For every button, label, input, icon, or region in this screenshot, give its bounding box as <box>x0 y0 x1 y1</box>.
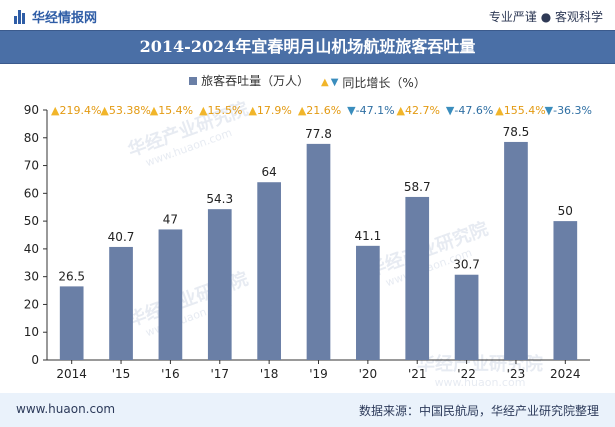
bar <box>257 182 281 360</box>
bar-value-label: 47 <box>163 212 178 226</box>
bar <box>405 196 430 360</box>
x-tick-label: '16 <box>161 367 180 381</box>
growth-value: 155.4% <box>504 104 546 117</box>
bar-value-label: 40.7 <box>108 230 135 244</box>
x-tick-label: '19 <box>309 367 328 381</box>
growth-label: ▼-47.1% <box>347 104 394 117</box>
bar-value-label: 41.1 <box>355 229 382 243</box>
brand-logo: 华经情报网 <box>14 7 97 26</box>
triangle-down-icon: ▼ <box>347 104 356 117</box>
growth-value: -47.6% <box>454 104 493 117</box>
triangle-up-icon: ▲ <box>298 104 307 117</box>
triangle-up-icon: ▲ <box>495 104 504 117</box>
bar <box>158 229 183 360</box>
footer-source: 数据来源：中国民航局，华经产业研究院整理 <box>358 404 599 418</box>
bar-value-label: 30.7 <box>453 258 480 272</box>
x-tick-label: 2024 <box>550 367 581 381</box>
triangle-up-icon: ▲ <box>321 76 329 88</box>
bar <box>59 286 84 360</box>
y-tick-label: 30 <box>24 270 39 284</box>
triangle-up-icon: ▲ <box>397 104 406 117</box>
bar-value-label: 77.8 <box>305 127 332 141</box>
legend-item-growth: ▲ ▼ 同比增长（%） <box>321 74 426 91</box>
growth-value: 42.7% <box>405 104 440 117</box>
growth-label: ▲53.38% <box>100 104 150 117</box>
growth-value: 53.38% <box>109 104 151 117</box>
top-bar: 华经情报网 专业严谨 ● 客观科学 <box>0 0 615 30</box>
growth-label: ▲17.9% <box>248 104 291 117</box>
triangle-down-icon: ▼ <box>545 104 554 117</box>
y-tick-label: 90 <box>24 103 39 117</box>
growth-label: ▼-47.6% <box>446 104 493 117</box>
y-tick-label: 10 <box>24 325 39 339</box>
growth-label: ▲155.4% <box>495 104 545 117</box>
growth-label: ▲21.6% <box>298 104 341 117</box>
growth-label: ▲219.4% <box>51 104 101 117</box>
triangle-up-icon: ▲ <box>51 104 60 117</box>
growth-label: ▼-36.3% <box>545 104 592 117</box>
y-tick-label: 0 <box>31 353 39 367</box>
x-tick-label: '23 <box>507 367 526 381</box>
bar-value-label: 26.5 <box>58 269 85 283</box>
legend: 旅客吞吐量（万人） ▲ ▼ 同比增长（%） <box>0 72 615 91</box>
growth-label: ▲42.7% <box>397 104 440 117</box>
y-tick-label: 70 <box>24 159 39 173</box>
bar-value-label: 58.7 <box>404 180 431 194</box>
growth-value: 17.9% <box>257 104 292 117</box>
growth-value: 219.4% <box>59 104 101 117</box>
legend-label-growth: 同比增长（%） <box>342 75 426 90</box>
triangle-down-icon: ▼ <box>446 104 455 117</box>
growth-label: ▲15.4% <box>150 104 193 117</box>
x-tick-label: '17 <box>210 367 229 381</box>
triangle-up-icon: ▲ <box>100 104 109 117</box>
x-tick-label: '22 <box>457 367 476 381</box>
footer-website: www.huaon.com <box>16 402 116 416</box>
triangle-up-icon: ▲ <box>199 104 208 117</box>
logo-icon <box>14 9 26 24</box>
bar <box>504 141 528 360</box>
bar-value-label: 78.5 <box>503 125 530 139</box>
x-tick-label: '15 <box>112 367 131 381</box>
triangle-up-icon: ▲ <box>248 104 257 117</box>
bar <box>553 221 578 360</box>
y-tick-label: 40 <box>24 242 39 256</box>
x-tick-label: '18 <box>260 367 279 381</box>
triangle-down-icon: ▼ <box>330 76 339 88</box>
x-tick-label: '21 <box>408 367 427 381</box>
bar <box>356 245 380 360</box>
triangle-up-icon: ▲ <box>150 104 159 117</box>
y-tick-label: 50 <box>24 214 39 228</box>
tagline: 专业严谨 ● 客观科学 <box>488 10 603 24</box>
bar-value-label: 50 <box>558 204 573 218</box>
x-tick-label: '20 <box>359 367 378 381</box>
legend-swatch <box>189 76 198 85</box>
legend-label-volume: 旅客吞吐量（万人） <box>201 74 310 88</box>
footer: www.huaon.com 数据来源：中国民航局，华经产业研究院整理 <box>0 393 615 427</box>
bar <box>454 274 479 360</box>
bar-value-label: 54.3 <box>206 192 233 206</box>
growth-value: 21.6% <box>306 104 341 117</box>
bar <box>109 246 133 360</box>
y-tick-label: 60 <box>24 186 39 200</box>
growth-value: -47.1% <box>356 104 395 117</box>
bar <box>207 209 232 360</box>
title-band: 2014-2024年宜春明月山机场航班旅客吞吐量 <box>0 30 615 64</box>
growth-value: 15.5% <box>208 104 243 117</box>
growth-value: -36.3% <box>553 104 592 117</box>
growth-label: ▲15.5% <box>199 104 242 117</box>
growth-value: 15.4% <box>158 104 193 117</box>
legend-item-volume: 旅客吞吐量（万人） <box>189 72 309 89</box>
chart-title: 2014-2024年宜春明月山机场航班旅客吞吐量 <box>139 37 476 56</box>
y-tick-label: 80 <box>24 131 39 145</box>
bar <box>306 143 331 360</box>
x-tick-label: 2014 <box>56 367 87 381</box>
logo-text: 华经情报网 <box>32 11 98 26</box>
watermark-url: www.huaon.com <box>435 376 526 389</box>
y-tick-label: 20 <box>24 297 39 311</box>
bar-value-label: 64 <box>261 165 276 179</box>
